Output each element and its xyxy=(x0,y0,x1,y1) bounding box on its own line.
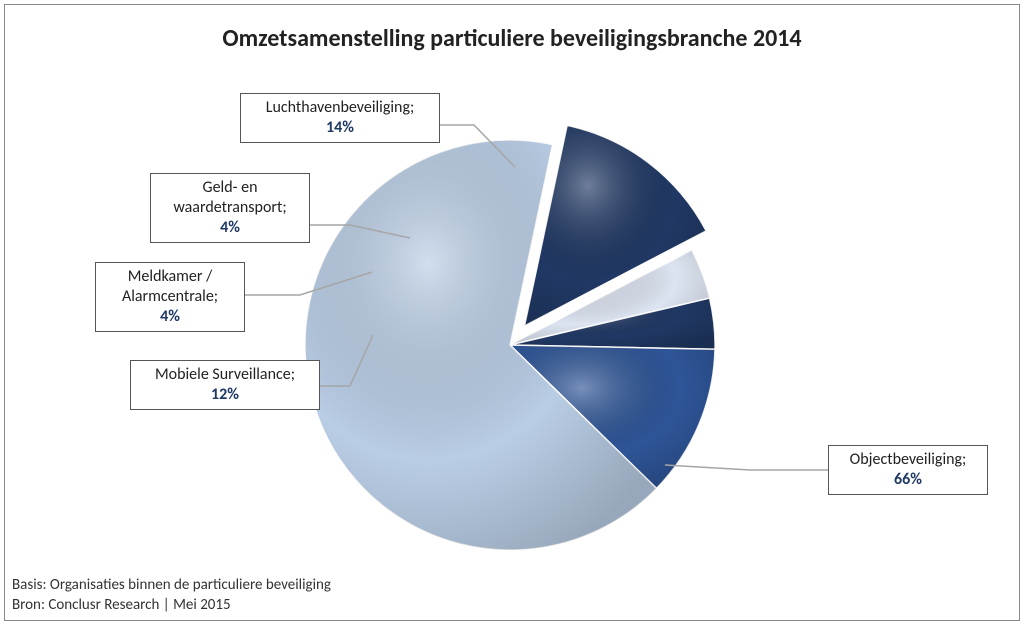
footer-source: Bron: Conclusr Research | Mei 2015 xyxy=(12,596,331,616)
footer-basis: Basis: Organisaties binnen de particulie… xyxy=(12,576,331,596)
slice-pct: 66% xyxy=(843,470,973,490)
slice-label-box: Objectbeveiliging;66% xyxy=(828,445,988,495)
slice-label-text: Luchthavenbeveiliging; xyxy=(255,98,425,118)
slice-label-text: Alarmcentrale; xyxy=(110,287,230,307)
slice-label-text: Objectbeveiliging; xyxy=(843,450,973,470)
slice-label-text: Mobiele Surveillance; xyxy=(145,365,305,385)
slice-label-box: Mobiele Surveillance;12% xyxy=(130,360,320,410)
slice-pct: 4% xyxy=(165,218,295,238)
slice-label-box: Geld- enwaardetransport;4% xyxy=(150,173,310,243)
slice-pct: 14% xyxy=(255,118,425,138)
leader-line xyxy=(665,465,828,470)
slice-label-box: Luchthavenbeveiliging;14% xyxy=(240,93,440,143)
slice-label-box: Meldkamer /Alarmcentrale;4% xyxy=(95,262,245,332)
slice-pct: 4% xyxy=(110,307,230,327)
slice-label-text: Meldkamer / xyxy=(110,267,230,287)
slice-pct: 12% xyxy=(145,385,305,405)
slice-label-text: waardetransport; xyxy=(165,198,295,218)
chart-footer: Basis: Organisaties binnen de particulie… xyxy=(12,576,331,615)
slice-label-text: Geld- en xyxy=(165,178,295,198)
